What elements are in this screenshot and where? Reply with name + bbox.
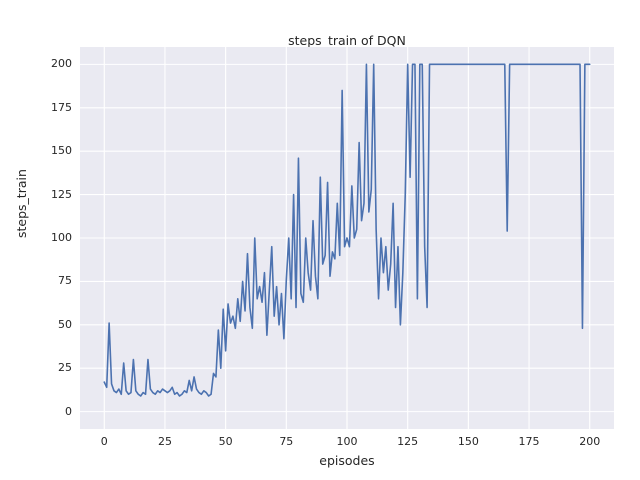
y-tick-label: 75 [58,274,72,288]
x-tick-label: 125 [397,435,419,448]
x-tick-label: 150 [457,435,479,448]
line-series-steps_train [103,63,591,397]
x-tick-label: 175 [518,435,540,448]
chart-title: steps_train of DQN [288,33,406,48]
y-tick-label: 200 [51,57,72,71]
x-tick-label: 25 [157,435,172,448]
x-tick-label: 100 [336,435,358,448]
y-tick-label: 50 [58,317,72,331]
x-tick-label: 0 [100,435,108,448]
x-tick-label: 50 [218,435,233,448]
y-tick-label: 175 [51,100,72,114]
y-tick-label: 100 [51,231,72,244]
plot-area [80,47,614,429]
y-tick-label: 0 [65,404,72,418]
x-tick-label: 200 [579,435,601,448]
y-tick-label: 150 [51,144,72,158]
plot-canvas [80,47,614,429]
y-tick-label: 25 [58,361,72,375]
x-axis-label: episodes [319,453,375,468]
y-tick-label: 125 [51,187,72,201]
x-tick-label: 75 [279,435,294,448]
